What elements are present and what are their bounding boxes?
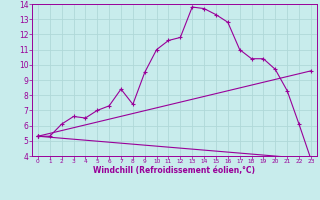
X-axis label: Windchill (Refroidissement éolien,°C): Windchill (Refroidissement éolien,°C) (93, 166, 255, 175)
